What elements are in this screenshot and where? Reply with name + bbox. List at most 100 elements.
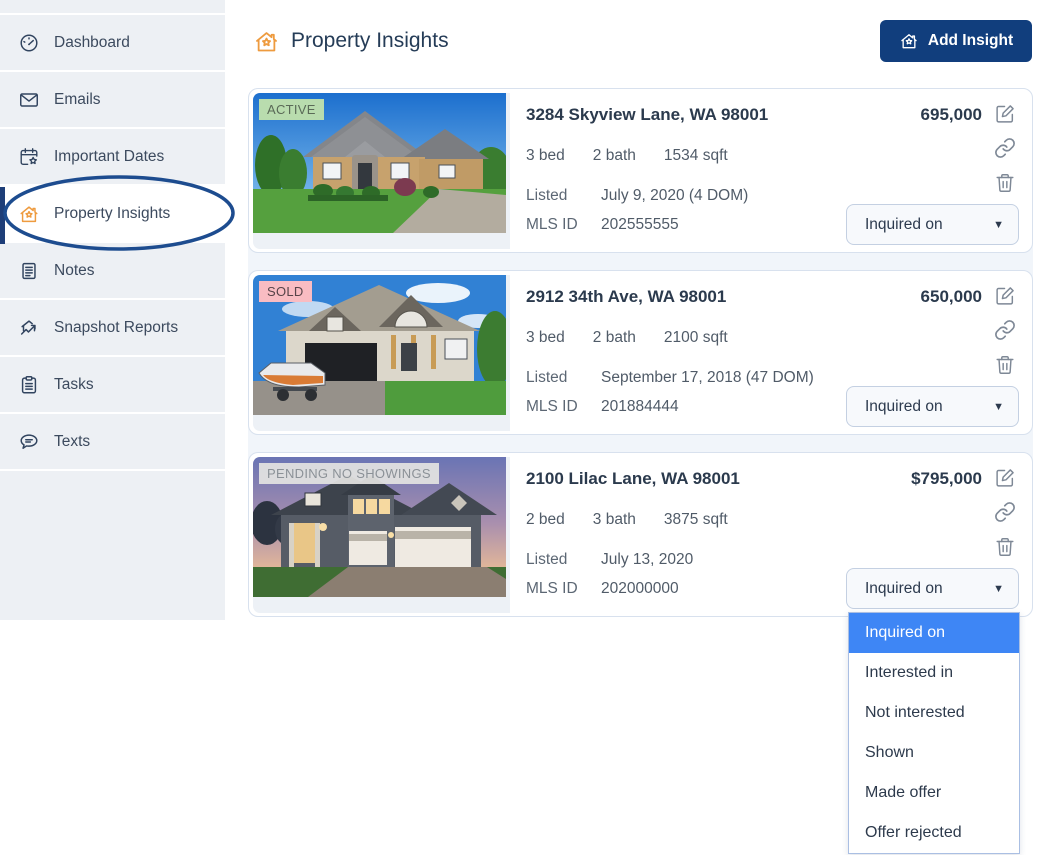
listed-value: July 9, 2020 (4 DOM) [601,187,749,204]
house-photo-active [253,93,506,233]
note-document-icon [22,262,36,279]
gauge-icon [20,33,38,52]
property-photo: ACTIVE [253,93,510,249]
mls-row: MLS ID 201884444 [526,398,679,416]
stage-dropdown-menu: Inquired on Interested in Not interested… [848,612,1020,854]
beds: 2 bed [526,511,565,528]
edit-icon[interactable] [994,467,1016,489]
trash-icon[interactable] [994,172,1016,194]
add-insight-label: Add Insight [927,32,1014,49]
property-meta: 2 bed 3 bath 3875 sqft [526,511,728,529]
mls-row: MLS ID 202555555 [526,216,679,234]
dropdown-option-offer-rejected[interactable]: Offer rejected [865,824,962,841]
beds: 3 bed [526,147,565,164]
sqft: 1534 sqft [663,147,728,164]
sidebar-item-label: Important Dates [54,147,165,165]
sidebar-item-label: Notes [54,261,95,279]
property-photo: SOLD [253,275,510,431]
property-card: SOLD 2912 34th Ave, WA 98001 3 bed 2 bat… [248,270,1033,435]
mls-value: 202000000 [601,580,679,597]
stage-dropdown-button[interactable]: Inquired on ▼ [846,568,1019,609]
baths: 3 bath [592,511,636,528]
sidebar-item-texts[interactable]: Texts [0,414,225,469]
trash-icon[interactable] [994,536,1016,558]
property-price: 650,000 [920,287,982,306]
sidebar-item-dashboard[interactable]: Dashboard [0,15,225,70]
stage-value: Inquired on [865,215,943,233]
add-insight-button[interactable]: Add Insight [880,20,1032,62]
mls-row: MLS ID 202000000 [526,580,679,598]
property-photo: PENDING NO SHOWINGS [253,457,510,613]
baths: 2 bath [592,329,636,346]
listed-row: Listed September 17, 2018 (47 DOM) [526,369,814,387]
link-icon[interactable] [994,137,1016,159]
status-badge: PENDING NO SHOWINGS [259,463,439,484]
property-address: 2100 Lilac Lane, WA 98001 [526,469,740,488]
property-card: ACTIVE 3284 Skyview Lane, WA 98001 3 bed… [248,88,1033,253]
sidebar-item-label: Emails [54,90,101,108]
property-address: 3284 Skyview Lane, WA 98001 [526,105,769,124]
mls-value: 202555555 [601,216,679,233]
dropdown-option-not-interested[interactable]: Not interested [865,704,965,721]
sidebar-item-important-dates[interactable]: Important Dates [0,129,225,184]
sidebar-item-snapshot-reports[interactable]: Snapshot Reports [0,300,225,355]
property-meta: 3 bed 2 bath 2100 sqft [526,329,728,347]
sidebar-item-notes[interactable]: Notes [0,243,225,298]
beds: 3 bed [526,329,565,346]
edit-icon[interactable] [994,103,1016,125]
listed-value: September 17, 2018 (47 DOM) [601,369,814,386]
sidebar-item-label: Tasks [54,375,94,393]
calendar-star-icon [20,147,38,165]
listed-row: Listed July 13, 2020 [526,551,693,569]
speech-bubble-icon [20,433,38,449]
status-badge: ACTIVE [259,99,324,120]
trash-icon[interactable] [994,354,1016,376]
sidebar-top-strip [0,0,225,13]
envelope-icon [20,92,38,107]
page-title: Property Insights [291,29,449,52]
house-star-icon [256,32,277,52]
property-card: PENDING NO SHOWINGS 2100 Lilac Lane, WA … [248,452,1033,617]
listed-value: July 13, 2020 [601,551,694,568]
listed-label: Listed [526,369,568,386]
chevron-down-icon: ▼ [993,218,1004,231]
stage-dropdown-button[interactable]: Inquired on ▼ [846,386,1019,427]
sidebar-item-property-insights[interactable]: Property Insights [0,186,225,241]
sidebar-item-emails[interactable]: Emails [0,72,225,127]
house-star-icon [20,205,38,222]
sidebar-item-tasks[interactable]: Tasks [0,357,225,412]
house-chart-icon [20,319,36,335]
mls-label: MLS ID [526,398,578,415]
baths: 2 bath [592,147,636,164]
property-address: 2912 34th Ave, WA 98001 [526,287,727,306]
listed-label: Listed [526,187,568,204]
sidebar-item-label: Snapshot Reports [54,318,179,336]
sidebar-item-label: Property Insights [54,204,171,222]
listed-label: Listed [526,551,568,568]
sidebar-item-label: Dashboard [54,33,130,51]
mls-label: MLS ID [526,580,578,597]
mls-value: 201884444 [601,398,679,415]
sqft: 3875 sqft [663,511,728,528]
listed-row: Listed July 9, 2020 (4 DOM) [526,187,748,205]
sqft: 2100 sqft [663,329,728,346]
active-item-indicator [0,187,5,244]
property-meta: 3 bed 2 bath 1534 sqft [526,147,728,165]
dropdown-option-inquired-on[interactable]: Inquired on [849,613,1019,653]
dropdown-option-interested-in[interactable]: Interested in [865,664,954,681]
dropdown-option-made-offer[interactable]: Made offer [865,784,942,801]
chevron-down-icon: ▼ [993,582,1004,595]
mls-label: MLS ID [526,216,578,233]
property-price: 695,000 [920,105,982,124]
stage-value: Inquired on [865,397,943,415]
link-icon[interactable] [994,319,1016,341]
house-star-icon [901,34,917,49]
sidebar-filler [0,471,225,620]
stage-value: Inquired on [865,579,943,597]
link-icon[interactable] [994,501,1016,523]
status-badge: SOLD [259,281,312,302]
stage-dropdown-button[interactable]: Inquired on ▼ [846,204,1019,245]
sidebar: Dashboard Emails Important Dates Propert… [0,0,225,620]
edit-icon[interactable] [994,285,1016,307]
dropdown-option-shown[interactable]: Shown [865,744,914,761]
